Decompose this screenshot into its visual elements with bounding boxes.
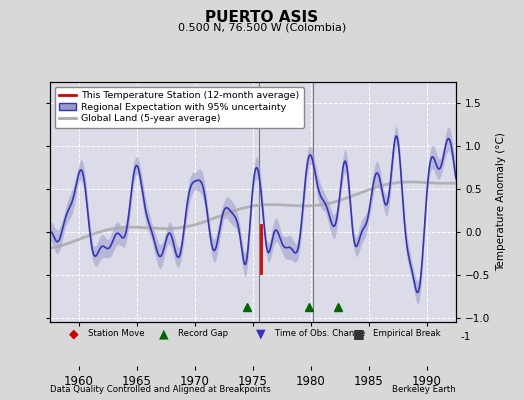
Text: 0.500 N, 76.500 W (Colombia): 0.500 N, 76.500 W (Colombia) (178, 22, 346, 32)
Text: Berkeley Earth: Berkeley Earth (392, 385, 456, 394)
Text: Empirical Break: Empirical Break (373, 330, 440, 338)
Text: ▲: ▲ (159, 328, 168, 340)
Text: -1: -1 (460, 332, 471, 342)
Y-axis label: Temperature Anomaly (°C): Temperature Anomaly (°C) (496, 132, 506, 272)
Text: Station Move: Station Move (89, 330, 145, 338)
Text: ■: ■ (353, 328, 364, 340)
Text: Time of Obs. Change: Time of Obs. Change (275, 330, 365, 338)
Text: ▼: ▼ (256, 328, 266, 340)
Text: PUERTO ASIS: PUERTO ASIS (205, 10, 319, 25)
Legend: This Temperature Station (12-month average), Regional Expectation with 95% uncer: This Temperature Station (12-month avera… (54, 87, 304, 128)
Text: Record Gap: Record Gap (178, 330, 228, 338)
Text: Data Quality Controlled and Aligned at Breakpoints: Data Quality Controlled and Aligned at B… (50, 385, 270, 394)
Text: ◆: ◆ (69, 328, 79, 340)
